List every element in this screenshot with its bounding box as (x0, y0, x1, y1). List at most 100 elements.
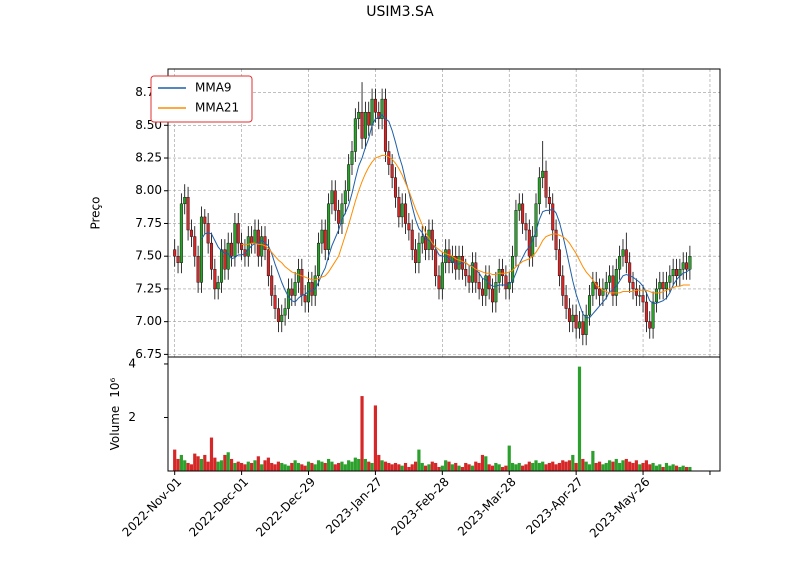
candle-body (337, 210, 341, 224)
candle-body (567, 308, 571, 322)
candle-body (223, 249, 227, 270)
candle-body (226, 242, 230, 270)
candle-body (507, 282, 511, 290)
candle-body (470, 262, 474, 283)
volume-bar (614, 458, 618, 471)
volume-bar (250, 462, 254, 471)
volume-bar (477, 462, 481, 471)
volume-bar (424, 465, 428, 471)
candle-body (363, 111, 367, 139)
candle-body (547, 197, 551, 205)
y-tick-label: 7.25 (135, 281, 162, 295)
candle-body (293, 282, 297, 296)
volume-bar (541, 461, 545, 471)
candle-body (604, 282, 608, 290)
candle-body (464, 269, 468, 277)
volume-bar (256, 456, 260, 471)
volume-bar (209, 437, 214, 471)
volume-bar (417, 449, 421, 471)
volume-bar (266, 457, 270, 471)
volume-bar (631, 462, 635, 471)
volume-bar (497, 464, 501, 471)
volume-bar (444, 460, 448, 471)
volume-bar (571, 454, 575, 471)
y-tick-label: 7.50 (135, 249, 162, 263)
volume-bar (500, 466, 505, 471)
volume-bar (326, 458, 331, 471)
candle-body (675, 269, 679, 277)
volume-bar (577, 366, 582, 471)
volume-bar (273, 464, 277, 471)
volume-bar (688, 466, 692, 471)
volume-bar (280, 462, 284, 471)
volume-offset: 10⁶ (108, 377, 122, 397)
volume-bar (196, 456, 200, 471)
candle-body (357, 111, 361, 119)
volume-bar (427, 464, 431, 471)
volume-bar (437, 466, 441, 471)
volume-bar (574, 462, 578, 471)
volume-bar (624, 458, 628, 471)
volume-axis-label: Volume 10⁶ (108, 377, 122, 450)
candle-body (521, 203, 525, 224)
volume-bar (306, 461, 311, 471)
candle-body (648, 321, 652, 329)
volume-bar (450, 464, 454, 471)
volume-bar (203, 454, 207, 471)
volume-bar (531, 462, 535, 471)
volume-bar (597, 461, 602, 471)
candle-body (179, 203, 183, 263)
volume-bar (440, 465, 444, 471)
candle-body (624, 249, 628, 263)
candle-body (320, 229, 324, 244)
candle-body (236, 223, 240, 244)
moving-average-line (241, 154, 690, 294)
candle-body (333, 190, 337, 211)
candle-body (360, 111, 364, 139)
volume-bar (347, 460, 351, 471)
volume-bar (263, 460, 267, 471)
volume-bar (240, 462, 244, 471)
volume-bar (276, 461, 280, 471)
y-axis-label: Preço (89, 196, 103, 229)
candle-body (199, 216, 203, 283)
candle-body (183, 197, 187, 205)
volume-bar (507, 445, 511, 471)
candle-body (480, 288, 484, 296)
volume-bar (561, 460, 565, 471)
volume-bar (517, 462, 521, 471)
volume-bar (370, 462, 374, 471)
y-tick-label: 6.75 (135, 347, 162, 361)
candle-body (685, 262, 689, 270)
volume-bar (594, 462, 598, 471)
candle-body (397, 197, 401, 218)
volume-bar (551, 461, 555, 471)
candle-body (367, 111, 371, 126)
volume-bar (534, 460, 538, 471)
volume-label: Volume (108, 406, 122, 451)
candle-body (220, 249, 224, 283)
volume-bar (608, 460, 612, 471)
candle-body (527, 229, 531, 257)
volume-bar (270, 462, 274, 471)
volume-bar (290, 462, 294, 471)
candle-body (296, 269, 300, 283)
candle-body (390, 164, 394, 178)
candle-body (424, 236, 428, 250)
candle-body (286, 288, 290, 309)
volume-bar (457, 465, 461, 471)
volume-bar (661, 466, 665, 471)
candle-body (280, 314, 284, 322)
volume-bar (226, 452, 230, 471)
volume-bar (658, 464, 662, 471)
candle-body (618, 256, 622, 270)
candle-body (517, 203, 521, 211)
volume-bar (403, 462, 408, 471)
volume-bar (300, 464, 304, 471)
volume-bar (638, 464, 642, 471)
legend-label: MMA21 (195, 101, 239, 115)
candle-body (189, 229, 193, 237)
volume-bar (179, 454, 183, 471)
